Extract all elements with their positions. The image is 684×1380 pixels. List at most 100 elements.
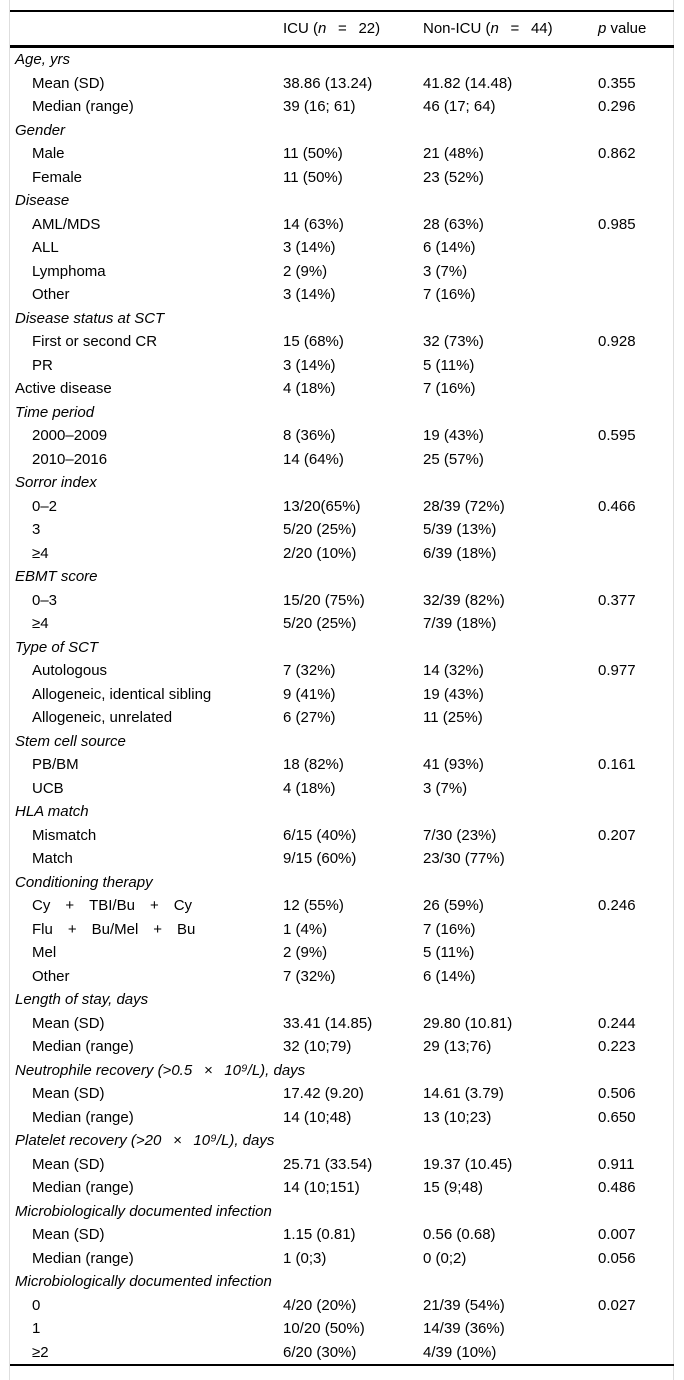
table-row: Median (range) 1 (0;3) 0 (0;2) 0.056 (10, 1247, 674, 1271)
non-icu-value: 23 (52%) (423, 168, 484, 186)
icu-value: 5/20 (25%) (283, 521, 357, 539)
row-label: Cy + TBI/Bu + Cy (32, 897, 193, 915)
table-row: Stem cell source (10, 730, 674, 754)
row-label: 3 (32, 521, 41, 539)
icu-value: 6/15 (40%) (283, 826, 357, 844)
table-header-rule (10, 45, 674, 48)
icu-value: 25.71 (33.54) (283, 1155, 373, 1173)
row-label: Female (32, 168, 83, 186)
row-label: Disease (15, 192, 70, 210)
table-row: Neutrophile recovery (>0.5 × 10⁹/L), day… (10, 1059, 674, 1083)
icu-value: 32 (10;79) (283, 1038, 352, 1056)
icu-value: 7 (32%) (283, 662, 336, 680)
table-top-rule (10, 10, 674, 12)
row-label: Male (32, 145, 65, 163)
icu-value: 5/20 (25%) (283, 615, 357, 633)
table-row: EBMT score (10, 565, 674, 589)
non-icu-value: 19 (43%) (423, 427, 484, 445)
non-icu-value: 19 (43%) (423, 685, 484, 703)
icu-value: 7 (32%) (283, 967, 336, 985)
table-row: Mean (SD) 25.71 (33.54) 19.37 (10.45) 0.… (10, 1153, 674, 1177)
table-row: ≥4 5/20 (25%) 7/39 (18%) (10, 612, 674, 636)
non-icu-value: 13 (10;23) (423, 1108, 492, 1126)
row-label: ≥4 (32, 544, 49, 562)
row-label: HLA match (15, 803, 89, 821)
table-row: Autologous 7 (32%) 14 (32%) 0.977 (10, 659, 674, 683)
row-label: Median (range) (32, 1249, 134, 1267)
non-icu-value: 28/39 (72%) (423, 497, 505, 515)
table-row: Gender (10, 119, 674, 143)
non-icu-value: 14.61 (3.79) (423, 1085, 504, 1103)
row-label: Autologous (32, 662, 108, 680)
non-icu-value: 6 (14%) (423, 239, 476, 257)
table-row: First or second CR 15 (68%) 32 (73%) 0.9… (10, 330, 674, 354)
non-icu-value: 14 (32%) (423, 662, 484, 680)
table-row: Time period (10, 401, 674, 425)
table-row: 2000–2009 8 (36%) 19 (43%) 0.595 (10, 424, 674, 448)
icu-value: 9 (41%) (283, 685, 336, 703)
row-label: 2010–2016 (32, 450, 108, 468)
table-row: Disease (10, 189, 674, 213)
row-label: Active disease (15, 380, 112, 398)
non-icu-value: 23/30 (77%) (423, 850, 505, 868)
non-icu-value: 6 (14%) (423, 967, 476, 985)
table-row: Sorror index (10, 471, 674, 495)
table-row: Flu + Bu/Mel + Bu 1 (4%) 7 (16%) (10, 918, 674, 942)
icu-value: 11 (50%) (283, 145, 343, 163)
icu-value: 2 (9%) (283, 262, 328, 280)
table-row: ALL 3 (14%) 6 (14%) (10, 236, 674, 260)
row-label: 0–2 (32, 497, 58, 515)
table-row: Mismatch 6/15 (40%) 7/30 (23%) 0.207 (10, 824, 674, 848)
icu-value: 11 (50%) (283, 168, 343, 186)
table-row: Mel 2 (9%) 5 (11%) (10, 941, 674, 965)
non-icu-value: 11 (25%) (423, 709, 483, 727)
table-body: Age, yrs Mean (SD) 38.86 (13.24) 41.82 (… (10, 48, 674, 1364)
row-label: Gender (15, 121, 66, 139)
row-label: ≥2 (32, 1343, 49, 1361)
row-label: Median (range) (32, 1108, 134, 1126)
icu-value: 9/15 (60%) (283, 850, 357, 868)
table-row: AML/MDS 14 (63%) 28 (63%) 0.985 (10, 213, 674, 237)
table-row: PR 3 (14%) 5 (11%) (10, 354, 674, 378)
table-row: HLA match (10, 800, 674, 824)
p-value: 0.650 (598, 1108, 636, 1126)
non-icu-value: 15 (9;48) (423, 1179, 484, 1197)
icu-value: 15 (68%) (283, 333, 344, 351)
p-value: 0.161 (598, 756, 636, 774)
table-header-row: ICU (n = 22) Non-ICU (n = 44) p value (10, 12, 674, 45)
p-value: 0.027 (598, 1296, 636, 1314)
header-icu-pre: ICU ( (283, 20, 318, 37)
table-row: Disease status at SCT (10, 307, 674, 331)
p-value: 0.377 (598, 591, 636, 609)
p-value: 0.223 (598, 1038, 636, 1056)
row-label: Allogeneic, unrelated (32, 709, 173, 727)
table-row: Allogeneic, unrelated 6 (27%) 11 (25%) (10, 706, 674, 730)
table-row: Microbiologically documented infection (10, 1200, 674, 1224)
table-row: Active disease 4 (18%) 7 (16%) (10, 377, 674, 401)
row-label: Median (range) (32, 98, 134, 116)
table-row: Male 11 (50%) 21 (48%) 0.862 (10, 142, 674, 166)
icu-value: 2/20 (10%) (283, 544, 357, 562)
row-label: Mel (32, 944, 57, 962)
table-row: Cy + TBI/Bu + Cy 12 (55%) 26 (59%) 0.246 (10, 894, 674, 918)
right-faint-border (673, 0, 674, 1380)
non-icu-value: 7 (16%) (423, 286, 476, 304)
table-row: Match 9/15 (60%) 23/30 (77%) (10, 847, 674, 871)
icu-value: 33.41 (14.85) (283, 1014, 373, 1032)
p-value: 0.595 (598, 427, 636, 445)
p-value: 0.244 (598, 1014, 636, 1032)
non-icu-value: 5 (11%) (423, 944, 475, 962)
table-row: Platelet recovery (>20 × 10⁹/L), days (10, 1129, 674, 1153)
non-icu-value: 5/39 (13%) (423, 521, 497, 539)
table-row: Mean (SD) 33.41 (14.85) 29.80 (10.81) 0.… (10, 1012, 674, 1036)
header-non-icu: Non-ICU (n = 44) (423, 20, 598, 37)
table-row: Conditioning therapy (10, 871, 674, 895)
row-label: EBMT score (15, 568, 98, 586)
non-icu-value: 21 (48%) (423, 145, 484, 163)
non-icu-value: 5 (11%) (423, 356, 475, 374)
row-label: Disease status at SCT (15, 309, 165, 327)
row-label: Stem cell source (15, 732, 126, 750)
header-non-icu-post: = 44) (498, 20, 553, 37)
row-label: ≥4 (32, 615, 49, 633)
icu-value: 14 (64%) (283, 450, 344, 468)
